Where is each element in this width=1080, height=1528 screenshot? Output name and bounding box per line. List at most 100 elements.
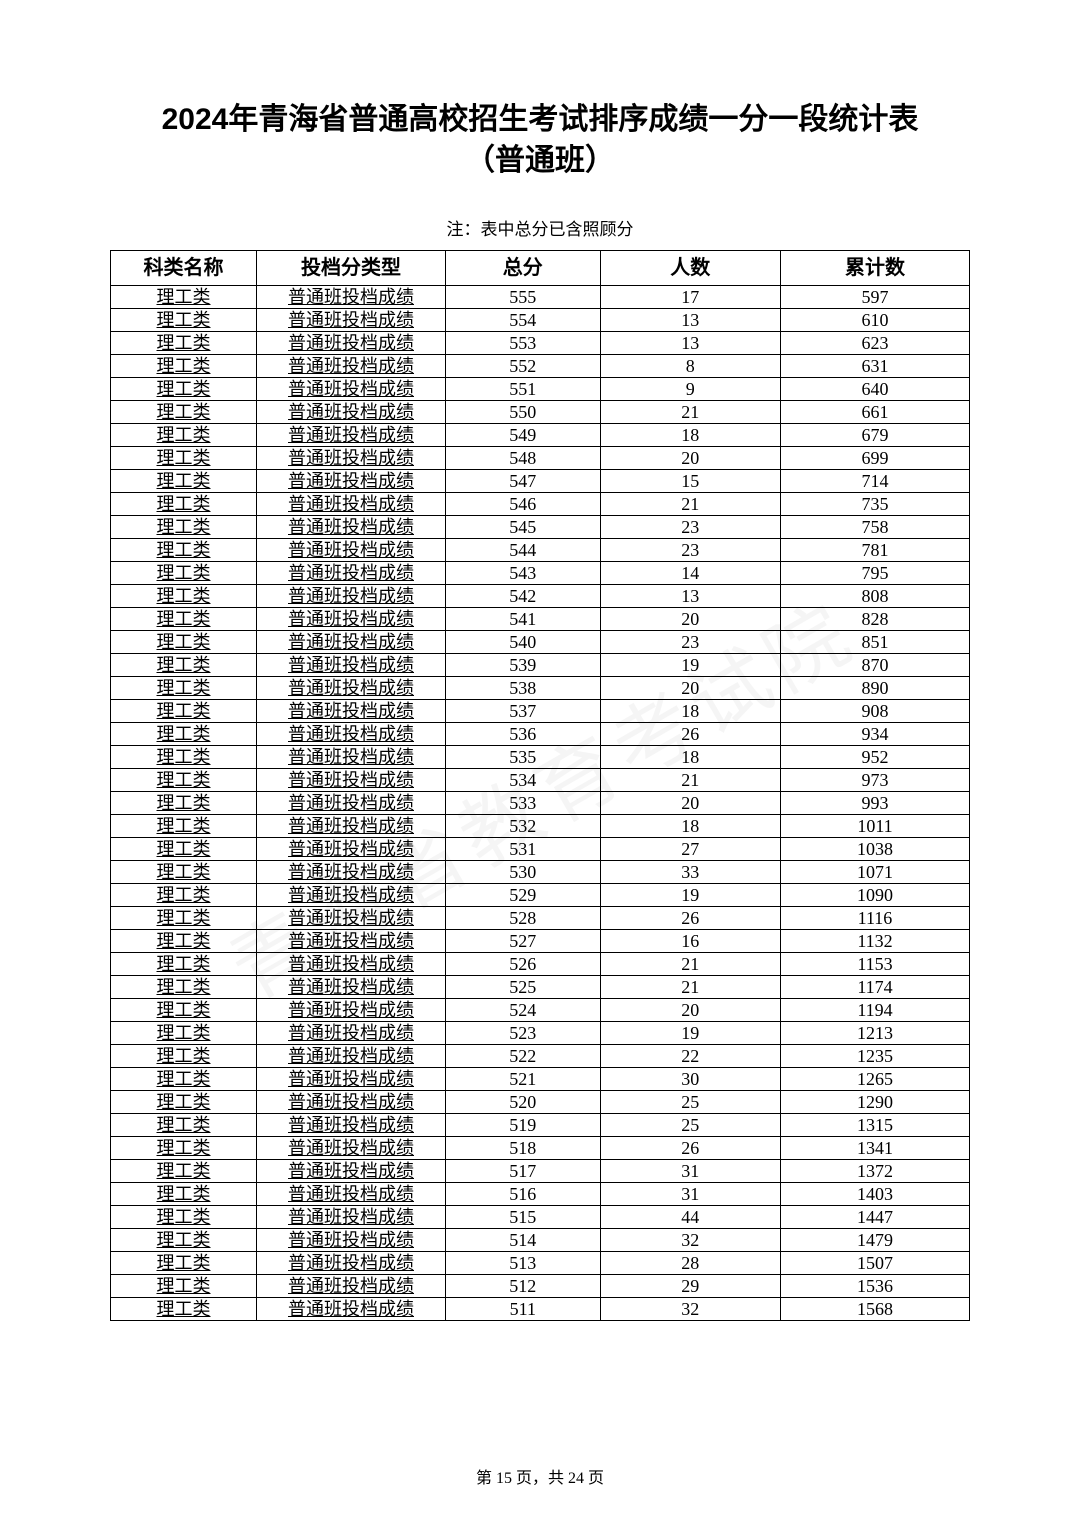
table-cell: 普通班投档成绩: [257, 1160, 446, 1183]
table-row: 理工类普通班投档成绩511321568: [111, 1298, 970, 1321]
document-page: 青海省教育考试院 2024年青海省普通高校招生考试排序成绩一分一段统计表 （普通…: [0, 0, 1080, 1528]
table-cell: 普通班投档成绩: [257, 1298, 446, 1321]
table-cell: 普通班投档成绩: [257, 1045, 446, 1068]
table-cell: 516: [445, 1183, 600, 1206]
table-cell: 理工类: [111, 332, 257, 355]
table-cell: 33: [600, 861, 780, 884]
table-cell: 普通班投档成绩: [257, 1137, 446, 1160]
table-cell: 19: [600, 654, 780, 677]
table-cell: 20: [600, 792, 780, 815]
table-cell: 543: [445, 562, 600, 585]
table-cell: 普通班投档成绩: [257, 424, 446, 447]
table-row: 理工类普通班投档成绩53626934: [111, 723, 970, 746]
table-row: 理工类普通班投档成绩53320993: [111, 792, 970, 815]
table-cell: 理工类: [111, 953, 257, 976]
table-row: 理工类普通班投档成绩53518952: [111, 746, 970, 769]
table-cell: 理工类: [111, 585, 257, 608]
table-cell: 理工类: [111, 815, 257, 838]
table-cell: 1038: [780, 838, 969, 861]
table-cell: 26: [600, 1137, 780, 1160]
table-cell: 理工类: [111, 424, 257, 447]
table-cell: 13: [600, 585, 780, 608]
table-cell: 518: [445, 1137, 600, 1160]
table-cell: 普通班投档成绩: [257, 286, 446, 309]
table-cell: 548: [445, 447, 600, 470]
table-cell: 808: [780, 585, 969, 608]
table-row: 理工类普通班投档成绩54314795: [111, 562, 970, 585]
table-cell: 1536: [780, 1275, 969, 1298]
table-cell: 13: [600, 309, 780, 332]
table-cell: 9: [600, 378, 780, 401]
table-cell: 普通班投档成绩: [257, 1229, 446, 1252]
header-score: 总分: [445, 251, 600, 286]
table-cell: 851: [780, 631, 969, 654]
table-row: 理工类普通班投档成绩522221235: [111, 1045, 970, 1068]
table-cell: 理工类: [111, 700, 257, 723]
note-text: 注：表中总分已含照顾分: [110, 215, 970, 240]
table-cell: 23: [600, 539, 780, 562]
table-cell: 27: [600, 838, 780, 861]
table-cell: 普通班投档成绩: [257, 1114, 446, 1137]
table-cell: 普通班投档成绩: [257, 378, 446, 401]
table-cell: 1235: [780, 1045, 969, 1068]
table-row: 理工类普通班投档成绩532181011: [111, 815, 970, 838]
table-cell: 1265: [780, 1068, 969, 1091]
table-cell: 理工类: [111, 309, 257, 332]
table-cell: 普通班投档成绩: [257, 447, 446, 470]
table-cell: 普通班投档成绩: [257, 309, 446, 332]
table-cell: 普通班投档成绩: [257, 332, 446, 355]
table-cell: 1507: [780, 1252, 969, 1275]
table-cell: 21: [600, 976, 780, 999]
table-cell: 理工类: [111, 1068, 257, 1091]
table-cell: 理工类: [111, 930, 257, 953]
table-cell: 18: [600, 700, 780, 723]
table-cell: 517: [445, 1160, 600, 1183]
table-cell: 555: [445, 286, 600, 309]
table-cell: 934: [780, 723, 969, 746]
table-cell: 19: [600, 1022, 780, 1045]
table-row: 理工类普通班投档成绩54523758: [111, 516, 970, 539]
table-cell: 527: [445, 930, 600, 953]
table-cell: 理工类: [111, 1045, 257, 1068]
table-cell: 普通班投档成绩: [257, 677, 446, 700]
header-cumulative: 累计数: [780, 251, 969, 286]
table-cell: 520: [445, 1091, 600, 1114]
table-cell: 普通班投档成绩: [257, 539, 446, 562]
table-cell: 21: [600, 401, 780, 424]
table-cell: 25: [600, 1091, 780, 1114]
table-cell: 540: [445, 631, 600, 654]
score-table: 科类名称 投档分类型 总分 人数 累计数 理工类普通班投档成绩55517597理…: [110, 250, 970, 1321]
title-line-1: 2024年青海省普通高校招生考试排序成绩一分一段统计表: [162, 103, 919, 136]
table-row: 理工类普通班投档成绩5519640: [111, 378, 970, 401]
table-row: 理工类普通班投档成绩53421973: [111, 769, 970, 792]
table-cell: 理工类: [111, 631, 257, 654]
table-cell: 513: [445, 1252, 600, 1275]
table-cell: 理工类: [111, 470, 257, 493]
table-cell: 20: [600, 447, 780, 470]
table-row: 理工类普通班投档成绩55021661: [111, 401, 970, 424]
table-cell: 普通班投档成绩: [257, 1091, 446, 1114]
table-row: 理工类普通班投档成绩5528631: [111, 355, 970, 378]
table-cell: 28: [600, 1252, 780, 1275]
table-row: 理工类普通班投档成绩520251290: [111, 1091, 970, 1114]
table-cell: 531: [445, 838, 600, 861]
table-cell: 610: [780, 309, 969, 332]
table-cell: 547: [445, 470, 600, 493]
table-cell: 理工类: [111, 378, 257, 401]
table-cell: 1568: [780, 1298, 969, 1321]
table-cell: 870: [780, 654, 969, 677]
table-cell: 549: [445, 424, 600, 447]
table-cell: 20: [600, 677, 780, 700]
table-cell: 14: [600, 562, 780, 585]
table-cell: 597: [780, 286, 969, 309]
table-cell: 952: [780, 746, 969, 769]
table-cell: 552: [445, 355, 600, 378]
table-cell: 521: [445, 1068, 600, 1091]
table-cell: 普通班投档成绩: [257, 861, 446, 884]
table-cell: 理工类: [111, 286, 257, 309]
table-cell: 普通班投档成绩: [257, 654, 446, 677]
table-cell: 890: [780, 677, 969, 700]
page-footer: 第 15 页，共 24 页: [0, 1464, 1080, 1488]
table-cell: 29: [600, 1275, 780, 1298]
table-cell: 理工类: [111, 562, 257, 585]
